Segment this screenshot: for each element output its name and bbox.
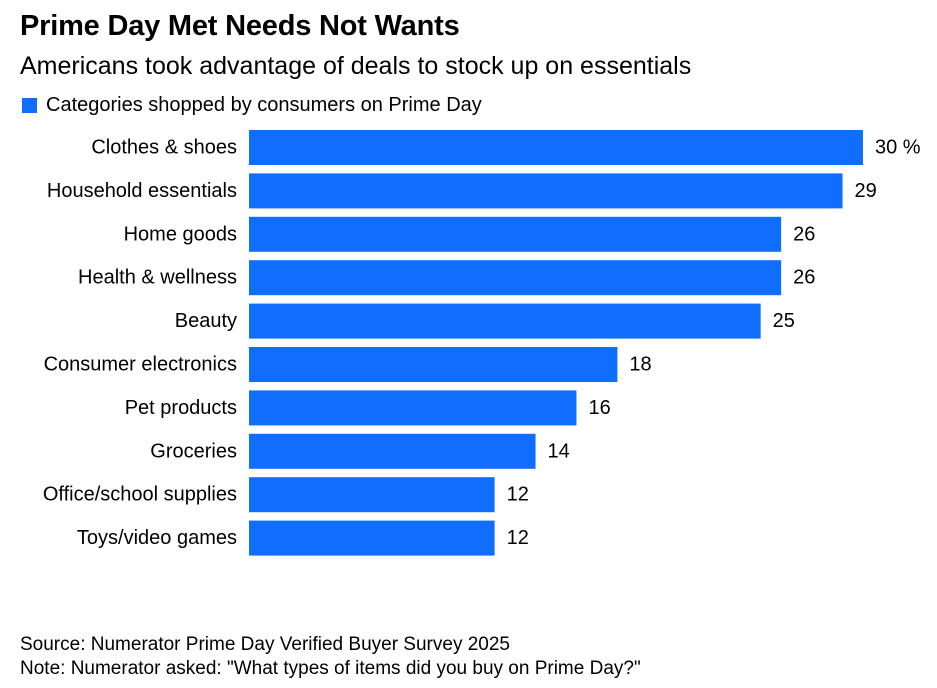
value-label: 26	[793, 267, 815, 289]
category-label: Groceries	[150, 440, 237, 462]
bar	[249, 433, 536, 469]
value-label: 16	[588, 397, 610, 419]
value-label: 12	[507, 527, 529, 549]
value-label: 25	[773, 310, 795, 332]
bar	[249, 347, 618, 382]
legend: Categories shopped by consumers on Prime…	[22, 94, 482, 116]
value-label: 26	[793, 223, 815, 245]
category-label: Consumer electronics	[44, 354, 237, 376]
category-label: Office/school supplies	[43, 484, 237, 506]
footer: Source: Numerator Prime Day Verified Buy…	[20, 633, 641, 681]
category-label: Pet products	[125, 397, 237, 419]
value-label: 30 %	[875, 137, 921, 159]
category-label: Beauty	[175, 310, 237, 332]
legend-swatch	[22, 97, 37, 113]
chart-title: Prime Day Met Needs Not Wants	[20, 10, 460, 42]
category-label: Home goods	[124, 223, 237, 245]
category-label: Toys/video games	[77, 527, 237, 549]
bar	[249, 216, 782, 252]
category-label: Household essentials	[47, 180, 237, 202]
category-label: Clothes & shoes	[91, 137, 237, 159]
bar	[249, 520, 495, 556]
category-label: Health & wellness	[78, 267, 237, 289]
bar	[249, 130, 863, 165]
value-label: 18	[629, 354, 651, 376]
bar	[249, 477, 495, 513]
value-label: 29	[855, 180, 877, 202]
bar-chart: Clothes & shoes 30 % Household essentials 2…	[43, 130, 921, 556]
bar	[249, 390, 577, 426]
question-note: Note: Numerator asked: "What types of it…	[20, 658, 641, 679]
legend-label: Categories shopped by consumers on Prime…	[46, 93, 482, 116]
bar	[249, 173, 843, 209]
bar	[249, 260, 782, 296]
source-note: Source: Numerator Prime Day Verified Buy…	[20, 634, 510, 655]
value-label: 12	[507, 484, 529, 506]
chart-subtitle: Americans took advantage of deals to sto…	[20, 52, 692, 80]
value-label: 14	[548, 440, 570, 462]
bar	[249, 303, 761, 339]
